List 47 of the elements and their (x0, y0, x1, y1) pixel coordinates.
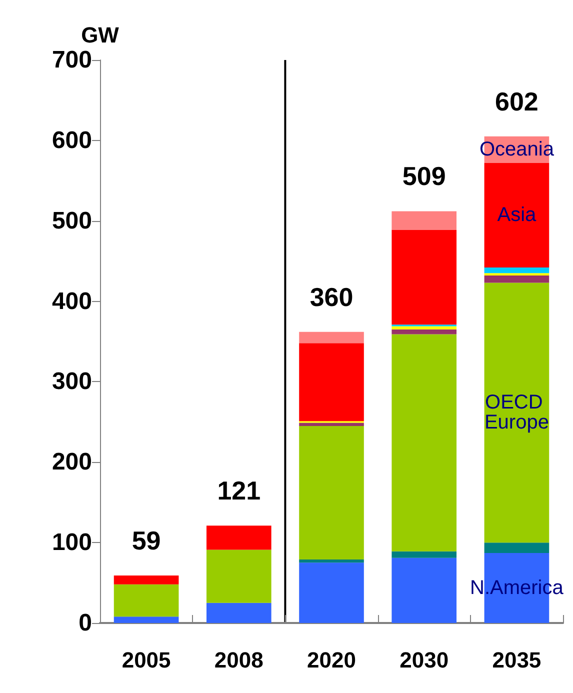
bar (299, 562, 364, 623)
x-tick-label: 2030 (400, 648, 449, 672)
bar (392, 211, 457, 230)
bar (392, 551, 457, 558)
series-label: Asia (497, 204, 538, 226)
bar (299, 332, 364, 344)
y-tick-label: 300 (52, 368, 92, 396)
bar (206, 526, 272, 550)
y-tick-label: 0 (78, 610, 92, 636)
bar (299, 426, 364, 560)
y-tick-label: 100 (52, 529, 92, 556)
total-label: 121 (217, 476, 261, 506)
bar (206, 550, 272, 603)
x-tick-label: 2005 (122, 648, 171, 672)
x-tick-label: 2008 (214, 648, 264, 672)
y-tick-label: 600 (52, 126, 92, 154)
total-label: 59 (132, 526, 161, 556)
bar (392, 558, 457, 623)
bar (484, 162, 550, 268)
y-tick-label: 400 (52, 288, 92, 315)
series-label: Oceania (479, 138, 555, 161)
bar (299, 343, 364, 422)
y-tick-label: 700 (52, 46, 92, 74)
bar (299, 422, 364, 426)
bar (484, 276, 550, 283)
y-tick-label: 500 (52, 207, 92, 234)
bar (484, 282, 550, 543)
total-label: 602 (495, 86, 538, 116)
bar (392, 334, 457, 552)
y-tick-label: 200 (52, 448, 92, 476)
bar (206, 602, 272, 623)
total-label: 509 (402, 161, 446, 192)
bar (392, 329, 457, 334)
y-axis-title: GW (81, 22, 120, 48)
x-tick-label: 2020 (307, 648, 356, 672)
bar (484, 542, 550, 554)
bar (114, 584, 179, 617)
x-tick-label: 2035 (492, 648, 542, 672)
bar (392, 326, 457, 330)
bar (484, 268, 550, 274)
bar (392, 230, 457, 325)
bar (114, 576, 179, 584)
bar (484, 273, 550, 276)
total-label: 360 (310, 282, 354, 312)
bar (299, 559, 364, 563)
bar (114, 616, 179, 623)
series-label: OECD Europe (484, 392, 549, 434)
